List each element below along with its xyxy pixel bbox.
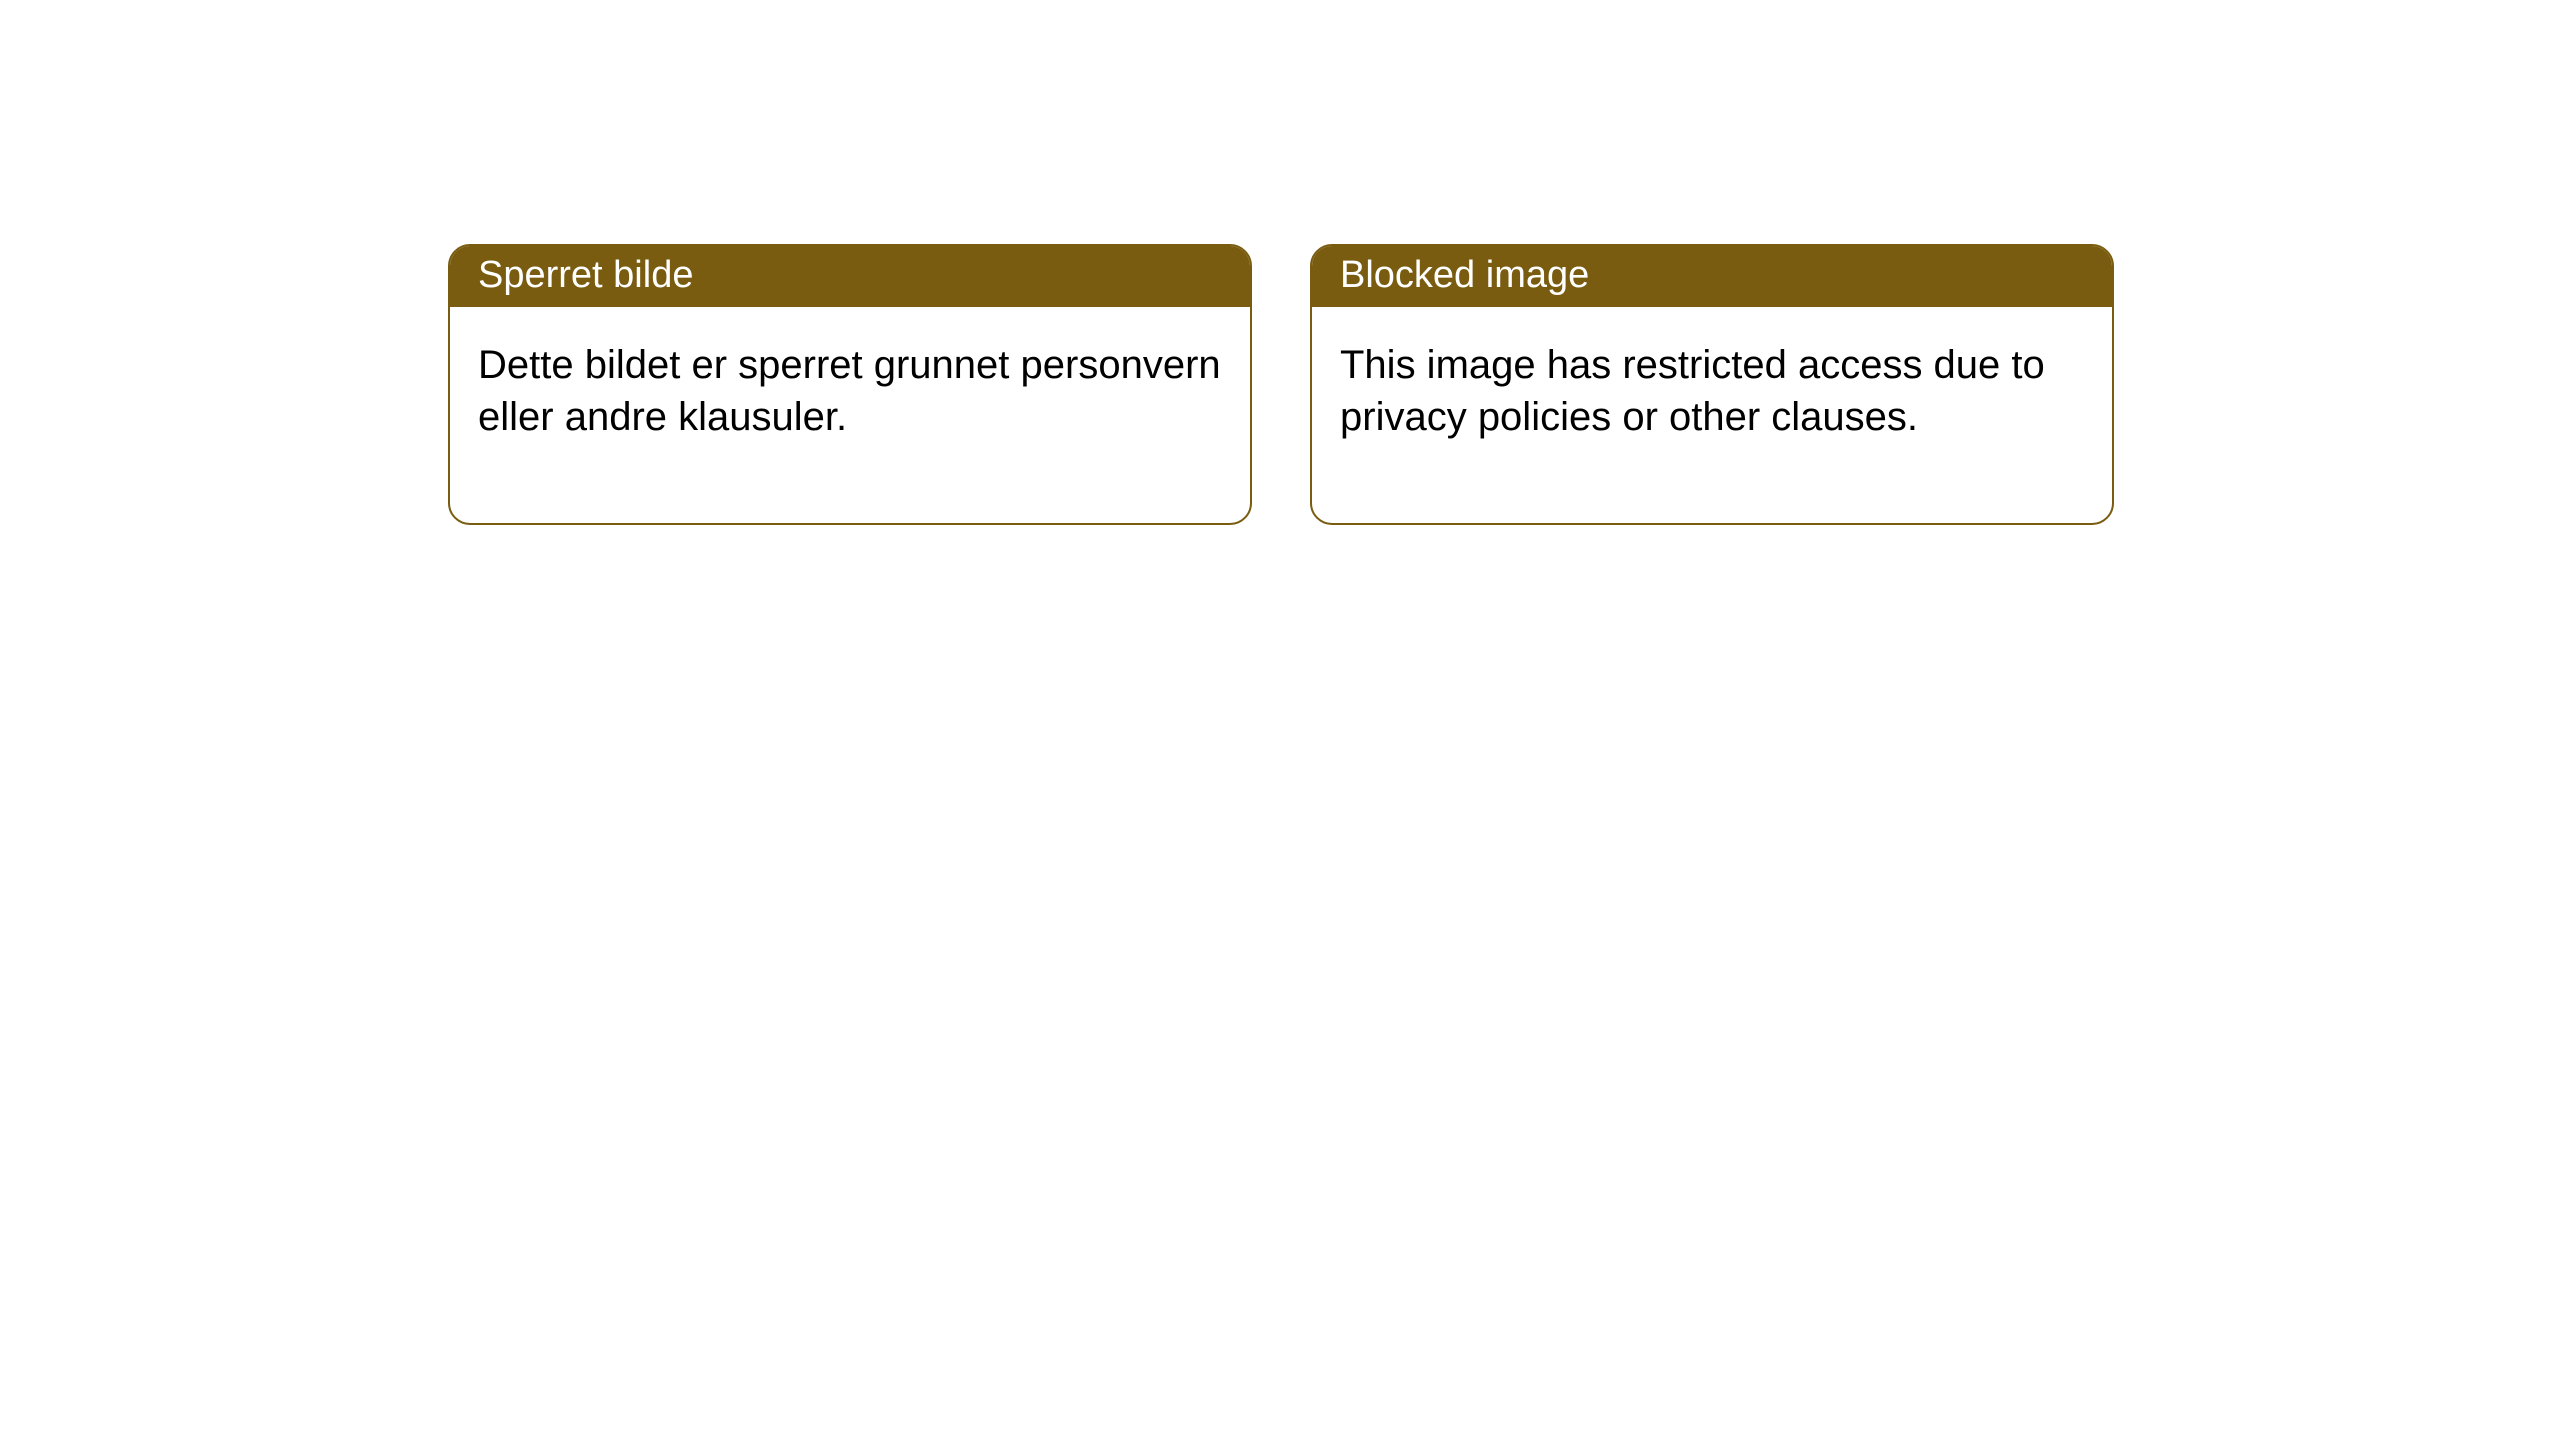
notice-body: Dette bildet er sperret grunnet personve… — [450, 307, 1250, 523]
notice-title: Sperret bilde — [478, 254, 693, 296]
notice-card-norwegian: Sperret bilde Dette bildet er sperret gr… — [448, 244, 1252, 525]
notice-container: Sperret bilde Dette bildet er sperret gr… — [448, 244, 2114, 525]
notice-card-english: Blocked image This image has restricted … — [1310, 244, 2114, 525]
notice-text: Dette bildet er sperret grunnet personve… — [478, 343, 1221, 439]
notice-header: Blocked image — [1312, 246, 2112, 307]
notice-body: This image has restricted access due to … — [1312, 307, 2112, 523]
notice-text: This image has restricted access due to … — [1340, 343, 2045, 439]
notice-header: Sperret bilde — [450, 246, 1250, 307]
notice-title: Blocked image — [1340, 254, 1589, 296]
